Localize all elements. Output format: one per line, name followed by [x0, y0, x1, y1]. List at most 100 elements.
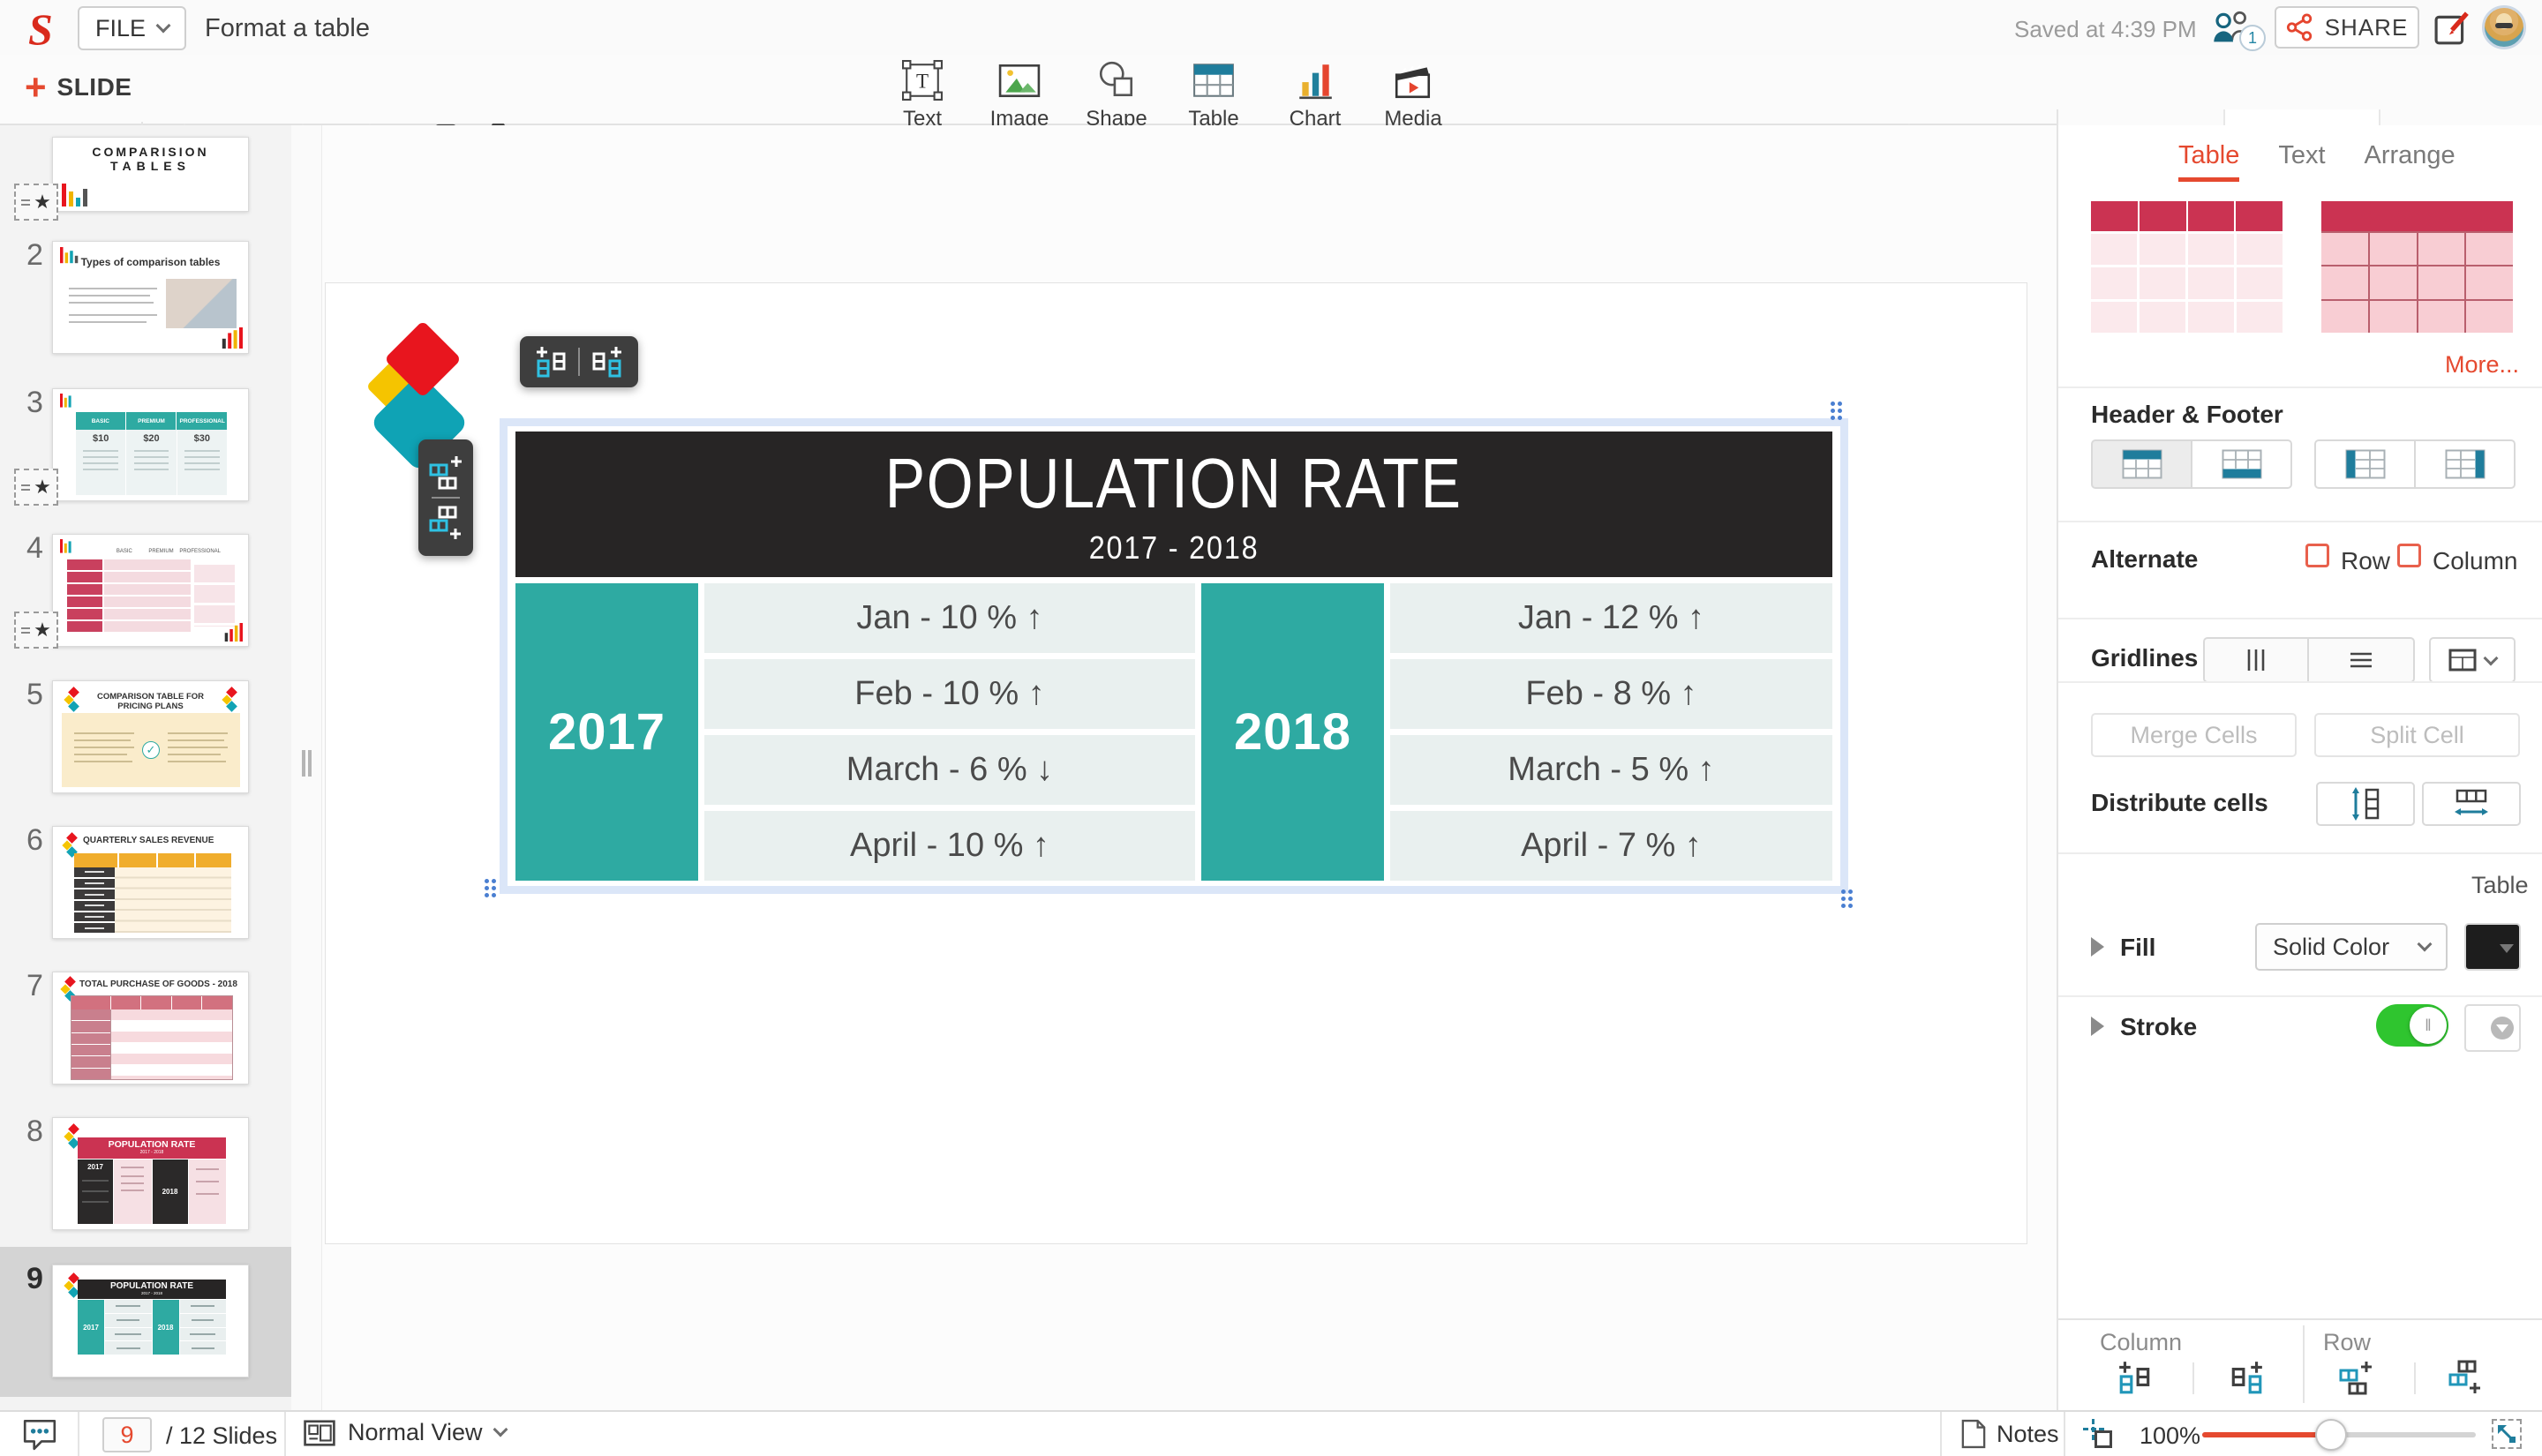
- last-column-toggle[interactable]: [2414, 439, 2516, 489]
- resize-handle[interactable]: [308, 750, 312, 777]
- insert-chart-button[interactable]: Chart: [1267, 60, 1364, 131]
- selection-grip[interactable]: [1829, 400, 1844, 421]
- alternate-row-checkbox[interactable]: [2305, 544, 2329, 567]
- alternate-column-checkbox[interactable]: [2397, 544, 2421, 567]
- table-cell[interactable]: Jan - 12 % ↑: [1390, 583, 1832, 653]
- slide-thumbnail-4[interactable]: BASIC PREMIUM PROFESSIONAL: [52, 534, 249, 647]
- selection-grip[interactable]: [1839, 888, 1854, 909]
- insert-text-button[interactable]: T Text: [874, 60, 971, 131]
- table-cell[interactable]: March - 6 % ↓: [704, 735, 1195, 805]
- table-cell[interactable]: Jan - 10 % ↑: [704, 583, 1195, 653]
- insert-column-right-panel-button[interactable]: [2228, 1359, 2265, 1400]
- year-cell-2018[interactable]: 2018: [1201, 583, 1384, 881]
- fill-label: Fill: [2120, 934, 2156, 961]
- fullscreen-button[interactable]: [2492, 1419, 2522, 1449]
- animation-badge[interactable]: ★: [14, 184, 58, 221]
- table-style-preview-1[interactable]: [2091, 201, 2283, 333]
- slide-thumbnail-5[interactable]: COMPARISON TABLE FOR PRICING PLANS ✓: [52, 680, 249, 793]
- add-slide-button[interactable]: + SLIDE: [25, 69, 132, 106]
- slide-thumbnail-1[interactable]: COMPARISION TABLES: [52, 137, 249, 212]
- table-header-cell[interactable]: POPULATION RATE 2017 - 2018: [515, 432, 1832, 577]
- horizontal-gridlines-button[interactable]: [2309, 637, 2415, 683]
- view-mode-dropdown[interactable]: Normal View: [304, 1419, 508, 1446]
- table-cell[interactable]: Feb - 10 % ↑: [704, 659, 1195, 729]
- distribute-rows-button[interactable]: [2316, 782, 2415, 826]
- animation-badge[interactable]: ★: [14, 469, 58, 506]
- collaborators-button[interactable]: 1: [2211, 9, 2266, 51]
- insert-shape-button[interactable]: Shape: [1068, 60, 1165, 131]
- table-border-icon: [2448, 649, 2477, 672]
- divider: [578, 348, 580, 376]
- table-style-preview-2[interactable]: [2321, 201, 2513, 333]
- current-slide-input[interactable]: 9: [102, 1417, 152, 1452]
- insert-media-button[interactable]: Media: [1365, 60, 1462, 131]
- file-menu-button[interactable]: FILE: [78, 6, 187, 50]
- editor-canvas[interactable]: POPULATION RATE 2017 - 2018 2017 Jan - 1…: [322, 125, 2057, 1410]
- insert-row-above-panel-button[interactable]: [2337, 1359, 2374, 1400]
- comments-button[interactable]: [21, 1417, 58, 1455]
- svg-text:T: T: [916, 70, 929, 92]
- distribute-columns-button[interactable]: [2422, 782, 2521, 826]
- first-column-toggle[interactable]: [2314, 439, 2416, 489]
- zoom-slider-thumb[interactable]: [2315, 1419, 2347, 1451]
- stroke-collapse-arrow-icon[interactable]: [2091, 1017, 2104, 1036]
- insert-image-button[interactable]: Image: [971, 60, 1068, 131]
- collab-count-badge: 1: [2239, 25, 2266, 51]
- border-options-dropdown[interactable]: [2429, 637, 2516, 683]
- sidebar-resize-gutter[interactable]: [291, 125, 322, 1410]
- divider: [2064, 1412, 2065, 1456]
- slide-thumbnail-3[interactable]: BASIC PREMIUM PROFESSIONAL $10 $20 $30: [52, 388, 249, 501]
- fit-to-screen-button[interactable]: [2083, 1419, 2115, 1451]
- insert-row-below-button[interactable]: [419, 499, 472, 548]
- insert-row-above-button[interactable]: [419, 447, 472, 497]
- animation-badge[interactable]: ★: [14, 612, 58, 649]
- population-table[interactable]: POPULATION RATE 2017 - 2018 2017 Jan - 1…: [515, 432, 1832, 881]
- notes-page-icon: [1961, 1419, 1986, 1449]
- footer-row-toggle[interactable]: [2191, 439, 2292, 489]
- subtab-text[interactable]: Text: [2278, 141, 2326, 169]
- merge-cells-button[interactable]: Merge Cells: [2091, 713, 2297, 757]
- insert-column-right-button[interactable]: [580, 337, 633, 387]
- subtab-table[interactable]: Table: [2178, 141, 2240, 182]
- share-button[interactable]: SHARE: [2275, 6, 2419, 49]
- more-styles-link[interactable]: More...: [2445, 351, 2520, 378]
- alternate-row-label: Row: [2341, 547, 2391, 574]
- user-avatar[interactable]: [2482, 5, 2526, 49]
- top-bar: S FILE Format a table Saved at 4:39 PM 1: [0, 0, 2542, 55]
- feedback-button[interactable]: [2434, 11, 2470, 50]
- split-cell-button[interactable]: Split Cell: [2314, 713, 2520, 757]
- slide-thumbnail-6[interactable]: QUARTERLY SALES REVENUE: [52, 826, 249, 939]
- stroke-color-swatch[interactable]: [2464, 1004, 2521, 1052]
- notes-button[interactable]: Notes: [1961, 1419, 2059, 1449]
- table-cell[interactable]: April - 10 % ↑: [704, 811, 1195, 881]
- table-selection-frame[interactable]: POPULATION RATE 2017 - 2018 2017 Jan - 1…: [484, 401, 1854, 908]
- edit-pencil-icon: [2434, 11, 2469, 45]
- slide-thumbnail-2[interactable]: Types of comparison tables: [52, 241, 249, 354]
- resize-handle[interactable]: [302, 750, 305, 777]
- header-row-toggle-active[interactable]: [2091, 439, 2192, 489]
- insert-column-left-button[interactable]: [525, 337, 578, 387]
- year-cell-2017[interactable]: 2017: [515, 583, 698, 881]
- slide-number: 8: [26, 1115, 43, 1148]
- stroke-toggle-on[interactable]: ‖: [2376, 1004, 2448, 1047]
- insert-column-left-panel-button[interactable]: [2117, 1359, 2154, 1400]
- fill-collapse-arrow-icon[interactable]: [2091, 937, 2104, 957]
- selection-grip[interactable]: [483, 877, 498, 898]
- slide-thumbnail-8[interactable]: POPULATION RATE 2017 - 2018 2017 2018: [52, 1117, 249, 1230]
- zoom-slider-track[interactable]: [2202, 1419, 2476, 1451]
- table-cell[interactable]: Feb - 8 % ↑: [1390, 659, 1832, 729]
- table-cell[interactable]: March - 5 % ↑: [1390, 735, 1832, 805]
- table-cell[interactable]: April - 7 % ↑: [1390, 811, 1832, 881]
- vertical-gridlines-button[interactable]: [2203, 637, 2309, 683]
- insert-table-button[interactable]: Table: [1165, 60, 1262, 131]
- slide-thumbnail-9-selected[interactable]: POPULATION RATE 2017 - 2018 2017 2018: [52, 1265, 249, 1377]
- slide-canvas[interactable]: POPULATION RATE 2017 - 2018 2017 Jan - 1…: [325, 282, 2027, 1244]
- format-subtabs: Table Text Arrange: [2178, 141, 2456, 182]
- insert-row-below-panel-button[interactable]: [2447, 1359, 2484, 1400]
- subtab-arrange[interactable]: Arrange: [2364, 141, 2456, 169]
- fill-type-select[interactable]: Solid Color: [2255, 923, 2448, 971]
- fill-color-swatch[interactable]: [2464, 923, 2521, 971]
- slide-thumbnail-7[interactable]: TOTAL PURCHASE OF GOODS - 2018: [52, 972, 249, 1084]
- horizontal-lines-icon: [2350, 652, 2372, 668]
- gridlines-label: Gridlines: [2091, 644, 2199, 672]
